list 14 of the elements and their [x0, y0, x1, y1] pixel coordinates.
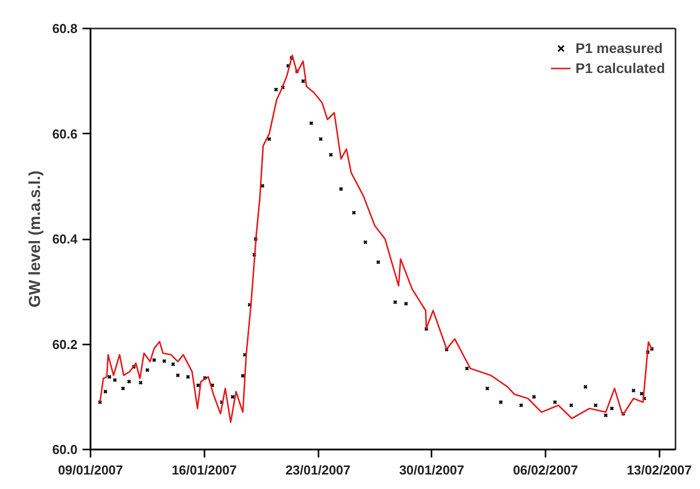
x-tick-label: 09/01/2007 [58, 462, 124, 478]
x-tick-label: 30/01/2007 [399, 462, 464, 478]
y-tick-label: 60.4 [52, 232, 78, 246]
x-tick-label: 06/02/2007 [512, 462, 578, 478]
legend-label: P1 measured [576, 40, 663, 56]
y-tick-label: 60.6 [52, 126, 78, 142]
y-tick-label: 60.8 [52, 21, 78, 36]
y-tick-label: 60.2 [52, 336, 78, 352]
legend-label: P1 calculated [576, 60, 665, 76]
x-tick-label: 16/01/2007 [172, 462, 237, 478]
y-tick-label: 60.0 [52, 442, 78, 457]
x-tick-label: 13/02/2007 [626, 462, 692, 478]
y-axis-title: GW level (m.a.s.l.) [27, 170, 44, 308]
x-tick-label: 23/01/2007 [285, 462, 351, 478]
